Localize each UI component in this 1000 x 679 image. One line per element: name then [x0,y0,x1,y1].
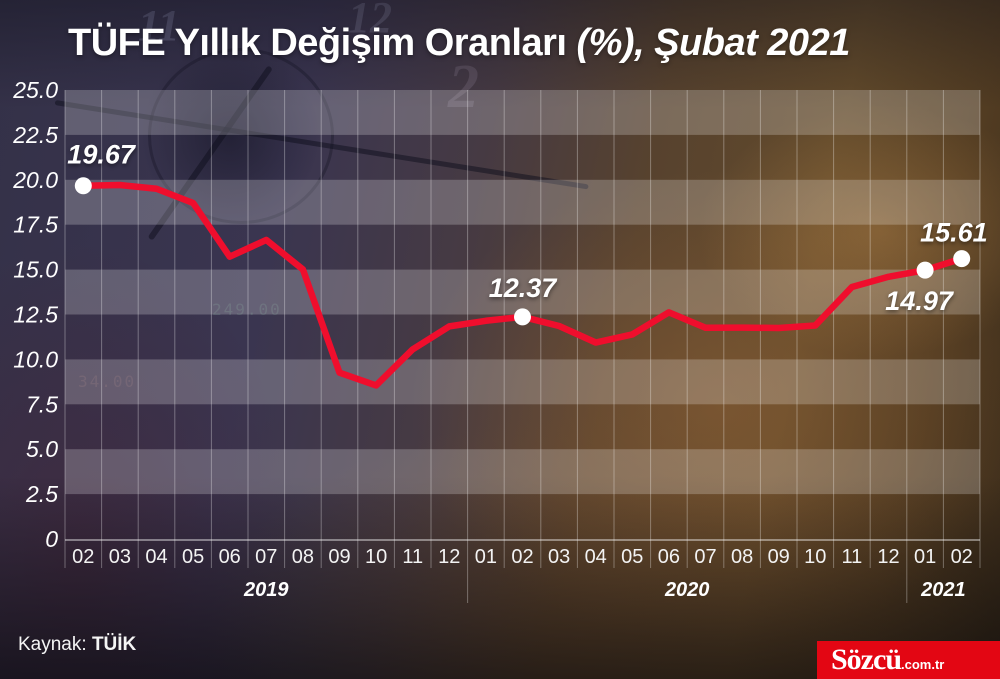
grid-band [65,269,980,315]
data-point-marker [514,308,531,326]
x-tick-label: 09 [768,546,790,568]
y-tick-label: 7.5 [26,391,58,417]
grid-band [65,179,980,225]
x-tick-label: 04 [585,546,607,568]
sozcu-logo-domain: .com.tr [901,657,945,672]
y-tick-label: 15.0 [13,257,58,283]
x-tick-label: 05 [182,546,204,568]
x-tick-label: 03 [109,546,131,568]
x-tick-label: 12 [877,546,899,568]
y-tick-label: 17.5 [13,212,58,238]
x-tick-label: 12 [438,546,460,568]
x-tick-label: 08 [731,546,753,568]
chart-title-suffix: (%), Şubat 2021 [576,22,850,64]
y-tick-label: 12.5 [13,302,58,328]
x-tick-label: 01 [914,546,936,568]
grid-band [65,449,980,495]
y-tick-label: 22.5 [12,122,58,148]
data-point-marker [916,261,934,279]
y-tick-label: 0 [45,526,58,552]
x-tick-label: 09 [328,546,350,568]
x-tick-label: 10 [365,546,387,568]
y-tick-label: 20.0 [12,167,58,193]
grid-band [65,90,980,135]
sozcu-logo: Sözcü .com.tr [817,641,1000,679]
x-tick-label: 03 [548,546,570,568]
x-tick-label: 06 [658,546,680,568]
y-tick-label: 2.5 [25,481,58,507]
x-tick-label: 02 [511,546,533,568]
year-label: 2021 [920,579,966,601]
x-tick-label: 10 [804,546,826,568]
chart-title-main: TÜFE Yıllık Değişim Oranları [68,22,567,64]
point-annotation: 15.61 [920,218,988,248]
source-value: TÜİK [91,634,137,655]
chart-title: TÜFE Yıllık Değişim Oranları (%), Şubat 2… [68,22,850,65]
sozcu-logo-text: Sözcü [831,643,902,676]
x-tick-label: 06 [219,546,241,568]
data-point-marker [74,177,92,195]
source-label: Kaynak: [18,634,87,655]
year-label: 2019 [243,579,289,601]
point-annotation: 14.97 [885,286,955,316]
source-note: Kaynak: TÜİK [18,634,136,656]
x-tick-label: 07 [694,546,716,568]
y-tick-label: 25.0 [12,77,58,103]
y-tick-label: 5.0 [26,436,58,462]
y-tick-label: 10.0 [13,346,58,372]
year-label: 2020 [664,579,710,601]
x-tick-label: 02 [72,546,94,568]
x-tick-label: 05 [621,546,643,568]
x-tick-label: 07 [255,546,277,568]
x-tick-label: 11 [842,546,863,568]
x-tick-label: 11 [402,546,423,568]
point-annotation: 12.37 [489,273,559,303]
x-tick-label: 04 [145,546,167,568]
data-point-marker [953,250,971,268]
x-tick-label: 08 [292,546,314,568]
x-tick-label: 02 [951,546,973,568]
x-tick-label: 01 [475,546,497,568]
grid-band [65,359,980,405]
point-annotation: 19.67 [67,140,137,170]
